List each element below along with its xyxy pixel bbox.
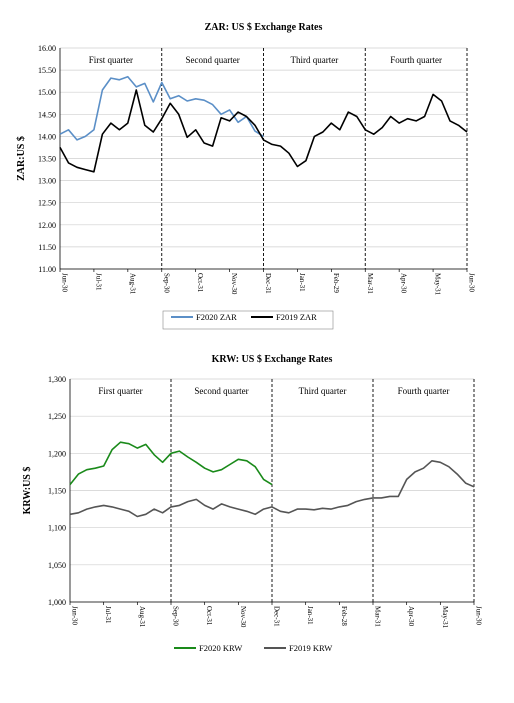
- krw-y-tick-label: 1,200: [48, 449, 66, 458]
- zar-quarter-label: Second quarter: [186, 55, 240, 65]
- krw-quarter-label: Third quarter: [299, 386, 347, 396]
- krw-legend-label-1: F2020 KRW: [199, 643, 242, 653]
- zar-x-tick-label: Dec-31: [264, 273, 272, 294]
- krw-x-tick-label: Oct-31: [205, 606, 213, 626]
- krw-y-tick-label: 1,000: [48, 598, 66, 607]
- zar-legend-label-1: F2020 ZAR: [196, 312, 237, 322]
- krw-x-tick-label: Aug-31: [138, 606, 146, 628]
- krw-y-tick-label: 1,250: [48, 412, 66, 421]
- krw-x-tick-label: Mar-31: [374, 606, 382, 627]
- zar-series-line-1: [59, 75, 264, 141]
- krw-x-tick-label: May-31: [441, 606, 449, 629]
- zar-x-tick-label: Aug-31: [128, 273, 136, 295]
- krw-y-tick-label: 1,050: [48, 561, 66, 570]
- zar-quarter-label: First quarter: [89, 55, 133, 65]
- zar-x-tick-label: Jun-30: [468, 273, 476, 293]
- zar-quarter-label: Third quarter: [291, 55, 339, 65]
- zar-y-tick-label: 12.50: [38, 199, 56, 208]
- krw-x-tick-label: Feb-28: [340, 606, 348, 626]
- krw-quarter-label: Second quarter: [194, 386, 248, 396]
- zar-y-tick-label: 11.50: [38, 243, 56, 252]
- zar-x-tick-label: Oct-31: [196, 273, 204, 293]
- zar-y-axis-label: ZAR:US $: [16, 136, 27, 181]
- zar-y-tick-label: 15.50: [38, 66, 56, 75]
- zar-x-tick-label: Jul-31: [94, 273, 102, 291]
- zar-y-tick-label: 11.00: [38, 265, 56, 274]
- zar-series-line-2: [59, 89, 468, 173]
- krw-series-line-1: [69, 441, 273, 486]
- zar-legend-label-2: F2019 ZAR: [276, 312, 317, 322]
- krw-quarter-label: Fourth quarter: [398, 386, 450, 396]
- zar-x-tick-label: Sep-30: [162, 273, 170, 293]
- krw-x-tick-label: Jun-30: [71, 606, 79, 626]
- krw-x-tick-label: Sep-30: [172, 606, 180, 626]
- zar-x-tick-label: May-31: [434, 273, 442, 296]
- krw-y-tick-label: 1,300: [48, 375, 66, 384]
- krw-x-tick-label: Jul-31: [104, 606, 112, 624]
- zar-x-tick-label: Feb-29: [332, 273, 340, 293]
- krw-quarter-label: First quarter: [98, 386, 142, 396]
- zar-x-tick-label: Nov-30: [230, 273, 238, 295]
- zar-y-tick-label: 14.00: [38, 132, 56, 141]
- zar-y-tick-label: 12.00: [38, 221, 56, 230]
- zar-y-tick-label: 15.00: [38, 88, 56, 97]
- krw-y-axis-label: KRW:US $: [22, 467, 33, 515]
- zar-quarter-label: Fourth quarter: [390, 55, 442, 65]
- zar-x-tick-label: Apr-30: [400, 273, 408, 294]
- zar-y-tick-label: 16.00: [38, 44, 56, 53]
- krw-x-tick-label: Nov-30: [239, 606, 247, 628]
- krw-x-tick-label: Dec-31: [273, 606, 281, 627]
- krw-series-line-2: [69, 459, 475, 518]
- krw-x-tick-label: Jan-31: [306, 606, 314, 625]
- krw-chart-title: KRW: US $ Exchange Rates: [212, 354, 333, 365]
- zar-y-tick-label: 13.50: [38, 155, 56, 164]
- zar-x-tick-label: Jan-31: [298, 273, 306, 292]
- krw-x-tick-label: Jun-30: [475, 606, 483, 626]
- krw-legend-label-2: F2019 KRW: [289, 643, 332, 653]
- zar-chart-title: ZAR: US $ Exchange Rates: [205, 22, 323, 33]
- krw-y-tick-label: 1,100: [48, 524, 66, 533]
- zar-y-tick-label: 13.00: [38, 177, 56, 186]
- zar-x-tick-label: Mar-31: [366, 273, 374, 294]
- zar-x-tick-label: Jun-30: [61, 273, 69, 293]
- krw-y-tick-label: 1,150: [48, 487, 66, 496]
- zar-legend-box: [162, 310, 334, 330]
- krw-x-tick-label: Apr-30: [407, 606, 415, 627]
- zar-y-tick-label: 14.50: [38, 110, 56, 119]
